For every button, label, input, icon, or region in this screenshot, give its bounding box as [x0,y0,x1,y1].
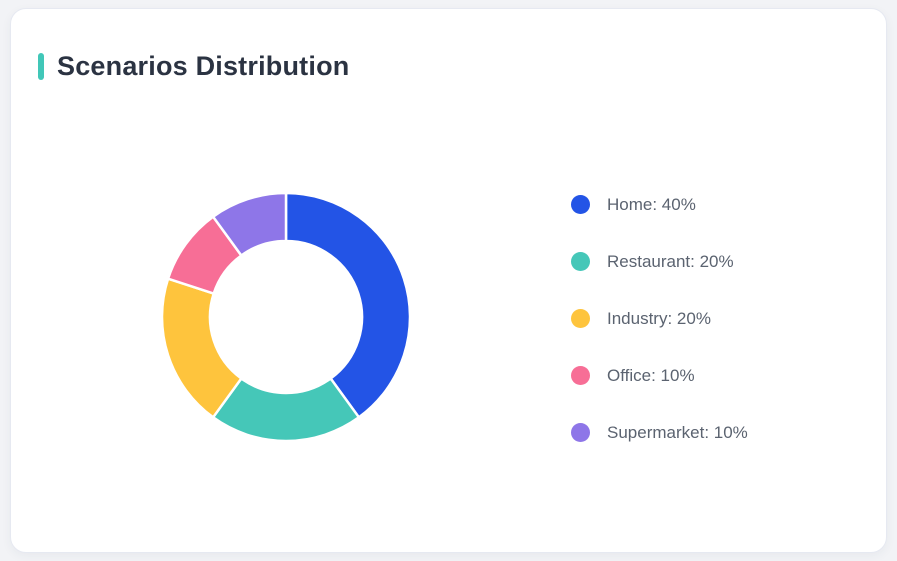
legend-item-office[interactable]: Office: 10% [571,366,748,385]
legend-dot-restaurant [571,252,590,271]
legend-dot-office [571,366,590,385]
donut-chart [158,189,414,445]
legend-label-supermarket: Supermarket: 10% [607,422,748,442]
legend-dot-industry [571,309,590,328]
chart-legend: Home: 40% Restaurant: 20% Industry: 20% … [571,195,748,442]
legend-label-restaurant: Restaurant: 20% [607,251,734,271]
legend-dot-home [571,195,590,214]
scenarios-distribution-card: Scenarios Distribution Home: 40% Restaur… [10,8,887,553]
card-header: Scenarios Distribution [38,51,349,82]
legend-item-restaurant[interactable]: Restaurant: 20% [571,252,748,271]
legend-item-industry[interactable]: Industry: 20% [571,309,748,328]
donut-segment-home[interactable] [284,191,412,419]
donut-segment-industry[interactable] [160,277,243,419]
legend-item-home[interactable]: Home: 40% [571,195,748,214]
card-title: Scenarios Distribution [57,51,350,81]
legend-item-supermarket[interactable]: Supermarket: 10% [571,423,748,442]
legend-label-office: Office: 10% [607,365,695,385]
donut-segment-supermarket[interactable] [211,191,288,257]
legend-dot-supermarket [571,423,590,442]
legend-label-industry: Industry: 20% [607,308,711,328]
title-accent-bar [38,53,44,80]
legend-label-home: Home: 40% [607,194,696,214]
donut-chart-svg [160,191,412,443]
